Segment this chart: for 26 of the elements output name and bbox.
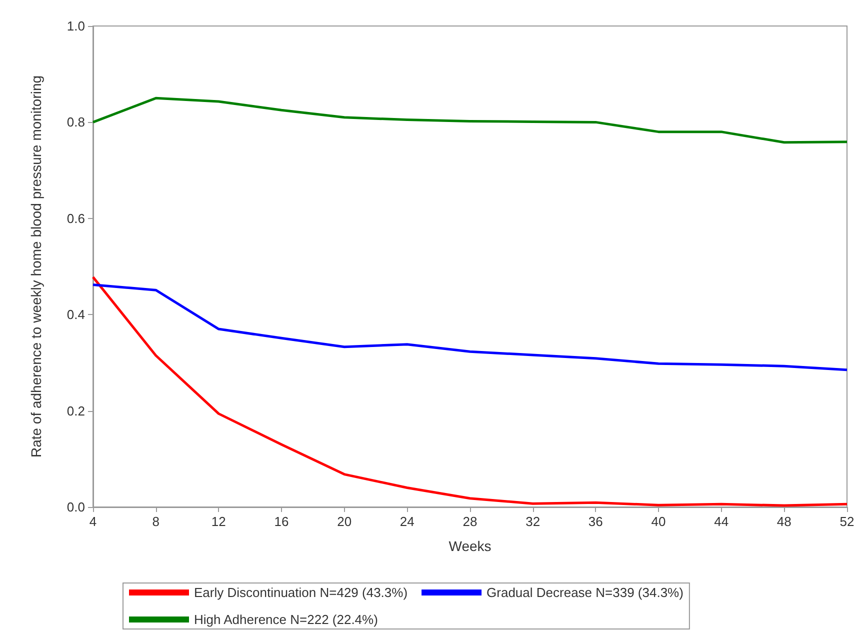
x-tick-label: 44 — [714, 514, 729, 529]
x-tick-label: 36 — [588, 514, 603, 529]
y-tick-label: 0.6 — [66, 210, 85, 226]
legend-label: High Adherence N=222 (22.4%) — [194, 612, 378, 627]
x-tick-label: 52 — [840, 514, 854, 529]
y-tick-label: 0.2 — [66, 403, 85, 418]
x-tick-label: 40 — [651, 514, 666, 529]
x-tick-label: 32 — [526, 514, 540, 529]
y-axis-title: Rate of adherence to weekly home blood pressure monitoring — [28, 75, 44, 458]
legend-label: Gradual Decrease N=339 (34.3%) — [486, 585, 684, 600]
x-tick-label: 8 — [152, 514, 160, 529]
legend-label: Early Discontinuation N=429 (43.3%) — [194, 585, 408, 600]
y-tick-label: 1.0 — [66, 18, 85, 34]
x-tick-label: 48 — [776, 514, 792, 529]
x-tick-label: 4 — [89, 514, 97, 529]
x-tick-label: 12 — [211, 514, 226, 529]
x-tick-label: 24 — [400, 514, 414, 529]
line-series — [92, 284, 848, 372]
y-tick-label: 0.4 — [66, 307, 85, 322]
y-tick-label: 0.8 — [66, 114, 85, 130]
x-tick-label: 16 — [274, 514, 289, 529]
line-series — [92, 96, 848, 144]
y-tick-label: 0.0 — [66, 500, 85, 514]
x-axis-title: Weeks — [448, 538, 492, 554]
x-tick-label: 28 — [462, 514, 478, 529]
x-tick-label: 20 — [337, 514, 352, 529]
